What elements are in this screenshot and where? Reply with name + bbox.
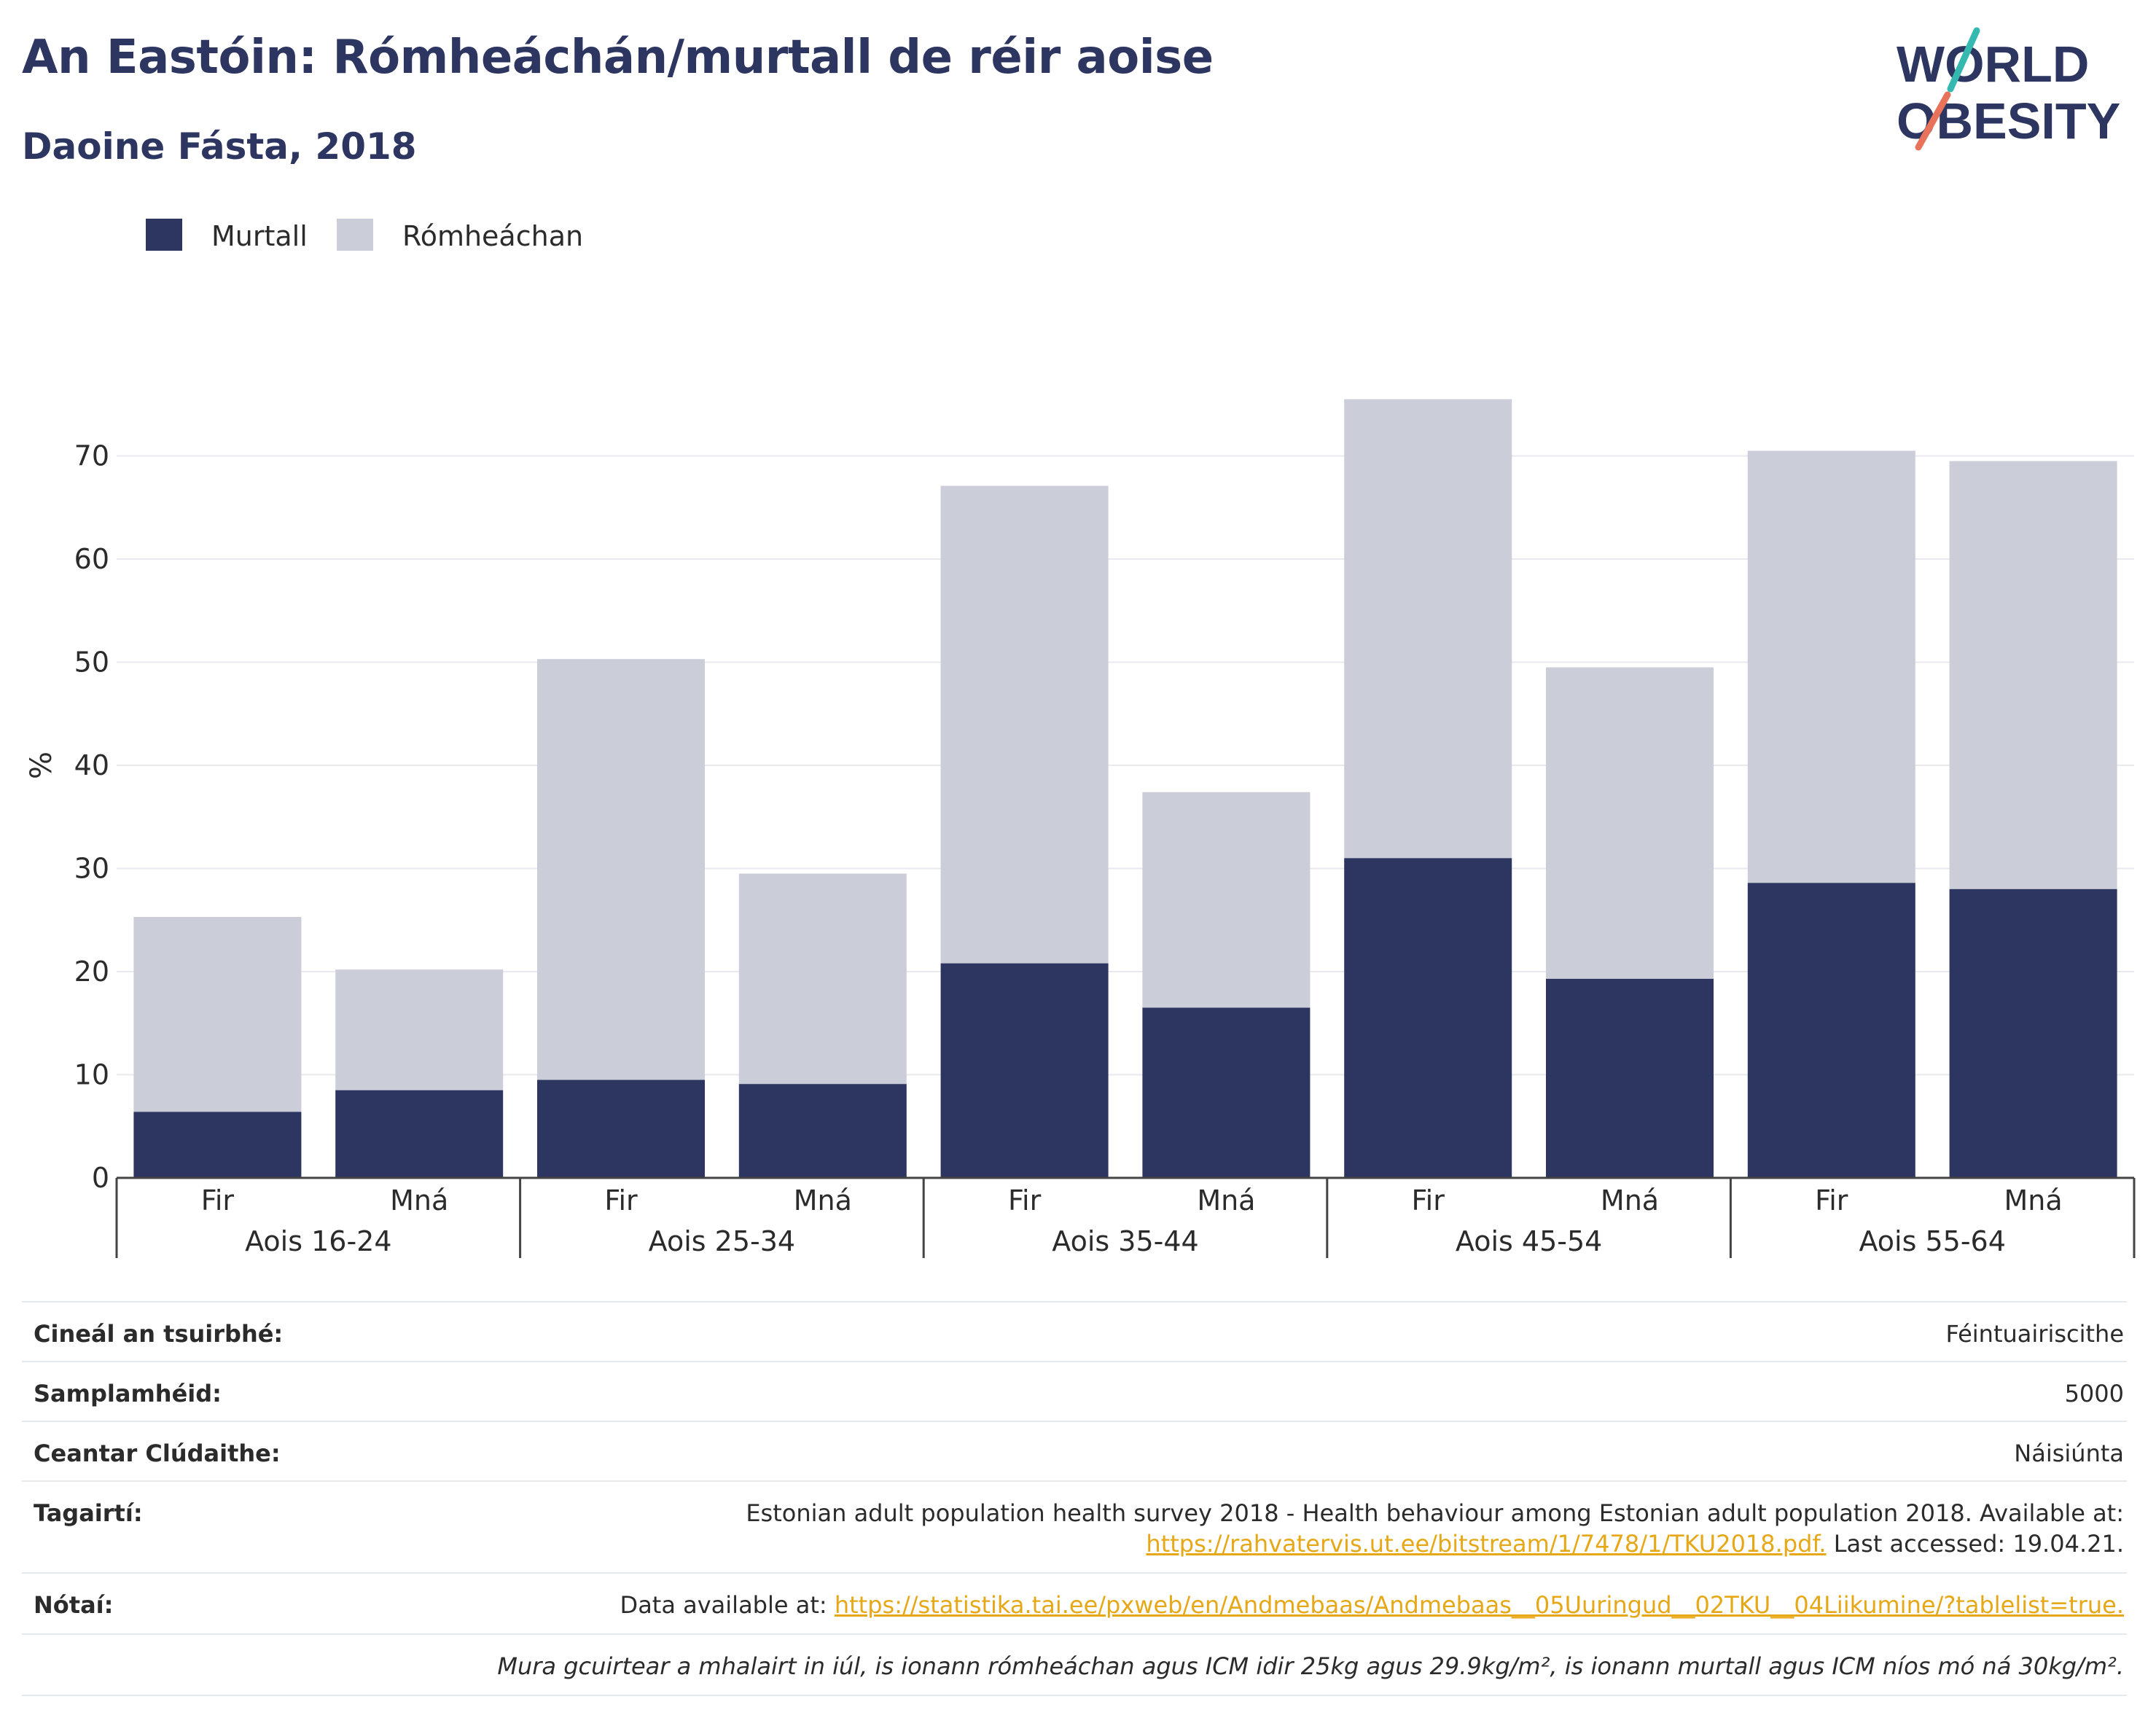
- logo-slash-red: [1915, 91, 1951, 151]
- bar-murtall-8: [1747, 883, 1915, 1178]
- x-tick-label-4: Fir: [1008, 1184, 1042, 1216]
- group-label-1: Aois 25-34: [649, 1225, 795, 1257]
- chart-subtitle: Daoine Fásta, 2018: [22, 125, 417, 168]
- bar-murtall-0: [133, 1112, 302, 1178]
- info-table: Cineál an tsuirbhé: Féintuairiscithe Sam…: [22, 1301, 2127, 1696]
- sample-size-label: Samplamhéid:: [34, 1380, 222, 1407]
- group-label-0: Aois 16-24: [245, 1225, 391, 1257]
- info-row-survey-type: Cineál an tsuirbhé: Féintuairiscithe: [22, 1301, 2127, 1361]
- bar-murtall-2: [537, 1079, 705, 1178]
- world-obesity-logo: WORLD OBESITY: [1897, 27, 2120, 151]
- group-label-4: Aois 55-64: [1859, 1225, 2005, 1257]
- y-tick-label-30: 30: [74, 853, 109, 885]
- x-tick-label-9: Mná: [2004, 1184, 2063, 1216]
- group-label-3: Aois 45-54: [1456, 1225, 1602, 1257]
- bar-romheachan-8: [1747, 450, 1915, 883]
- legend-swatch-murtall: [146, 219, 182, 251]
- sample-size-value: 5000: [2064, 1380, 2124, 1407]
- x-tick-label-3: Mná: [794, 1184, 852, 1216]
- bar-murtall-7: [1546, 978, 1714, 1178]
- references-line1: Estonian adult population health survey …: [746, 1499, 2124, 1527]
- references-line2: https://rahvatervis.ut.ee/bitstream/1/74…: [1146, 1530, 2124, 1558]
- y-axis-label: %: [25, 751, 58, 779]
- x-tick-label-6: Fir: [1412, 1184, 1445, 1216]
- x-tick-label-8: Fir: [1815, 1184, 1848, 1216]
- chart-title: An Eastóin: Rómheáchán/murtall de réir a…: [22, 31, 1214, 85]
- bar-murtall-9: [1949, 889, 2117, 1178]
- legend-label-romheachan: Rómheáchan: [402, 220, 584, 252]
- info-row-footnote: Mura gcuirtear a mhalairt in iúl, is ion…: [22, 1633, 2127, 1696]
- bar-romheachan-4: [940, 485, 1109, 964]
- logo-slash-teal: [1947, 27, 1980, 93]
- references-suffix: Last accessed: 19.04.21.: [1826, 1530, 2124, 1558]
- x-tick-label-2: Fir: [604, 1184, 638, 1216]
- x-tick-label-0: Fir: [201, 1184, 235, 1216]
- notes-label: Nótaí:: [34, 1591, 114, 1619]
- y-tick-label-10: 10: [74, 1059, 109, 1091]
- info-row-sample-size: Samplamhéid: 5000: [22, 1361, 2127, 1421]
- group-label-2: Aois 35-44: [1052, 1225, 1198, 1257]
- y-tick-label-70: 70: [74, 440, 109, 472]
- coverage-value: Náisiúnta: [2014, 1440, 2124, 1467]
- bar-romheachan-1: [335, 969, 504, 1090]
- y-tick-label-20: 20: [74, 956, 109, 988]
- x-tick-label-1: Mná: [390, 1184, 448, 1216]
- y-tick-label-50: 50: [74, 647, 109, 679]
- bar-romheachan-5: [1142, 792, 1311, 1008]
- survey-type-label: Cineál an tsuirbhé:: [34, 1320, 284, 1348]
- notes-prefix: Data available at:: [620, 1591, 835, 1619]
- bar-romheachan-2: [537, 659, 705, 1080]
- x-tick-label-5: Mná: [1197, 1184, 1255, 1216]
- footnote: Mura gcuirtear a mhalairt in iúl, is ion…: [497, 1652, 2124, 1680]
- x-tick-label-7: Mná: [1601, 1184, 1659, 1216]
- bar-murtall-6: [1344, 858, 1512, 1178]
- logo-line1: WORLD: [1897, 36, 2089, 93]
- bar-romheachan-9: [1949, 461, 2117, 889]
- legend-label-murtall: Murtall: [211, 220, 308, 252]
- info-row-coverage: Ceantar Clúdaithe: Náisiúnta: [22, 1421, 2127, 1480]
- bar-murtall-1: [335, 1090, 504, 1178]
- bar-murtall-4: [940, 963, 1109, 1178]
- y-tick-label-0: 0: [92, 1162, 109, 1194]
- y-tick-label-60: 60: [74, 543, 109, 575]
- bar-chart: 0 10 20 30 40 50 60 70% Fir Mná Fir Mná Fir Mná Fir Mná…: [25, 399, 2136, 1258]
- bar-romheachan-0: [133, 917, 302, 1112]
- references-link[interactable]: https://rahvatervis.ut.ee/bitstream/1/74…: [1146, 1530, 1827, 1558]
- survey-type-value: Féintuairiscithe: [1945, 1320, 2124, 1348]
- notes-value: Data available at: https://statistika.ta…: [620, 1591, 2124, 1619]
- y-tick-label-40: 40: [74, 749, 109, 781]
- references-label: Tagairtí:: [34, 1499, 143, 1527]
- bar-romheachan-6: [1344, 399, 1512, 859]
- info-row-references: Tagairtí: Estonian adult population heal…: [22, 1480, 2127, 1572]
- legend-swatch-romheachan: [337, 219, 373, 251]
- notes-link[interactable]: https://statistika.tai.ee/pxweb/en/Andme…: [834, 1591, 2124, 1619]
- bar-romheachan-3: [738, 873, 907, 1085]
- bar-murtall-3: [738, 1084, 907, 1178]
- bar-romheachan-7: [1546, 667, 1714, 979]
- coverage-label: Ceantar Clúdaithe:: [34, 1440, 281, 1467]
- bar-murtall-5: [1142, 1007, 1311, 1178]
- info-row-notes: Nótaí: Data available at: https://statis…: [22, 1572, 2127, 1633]
